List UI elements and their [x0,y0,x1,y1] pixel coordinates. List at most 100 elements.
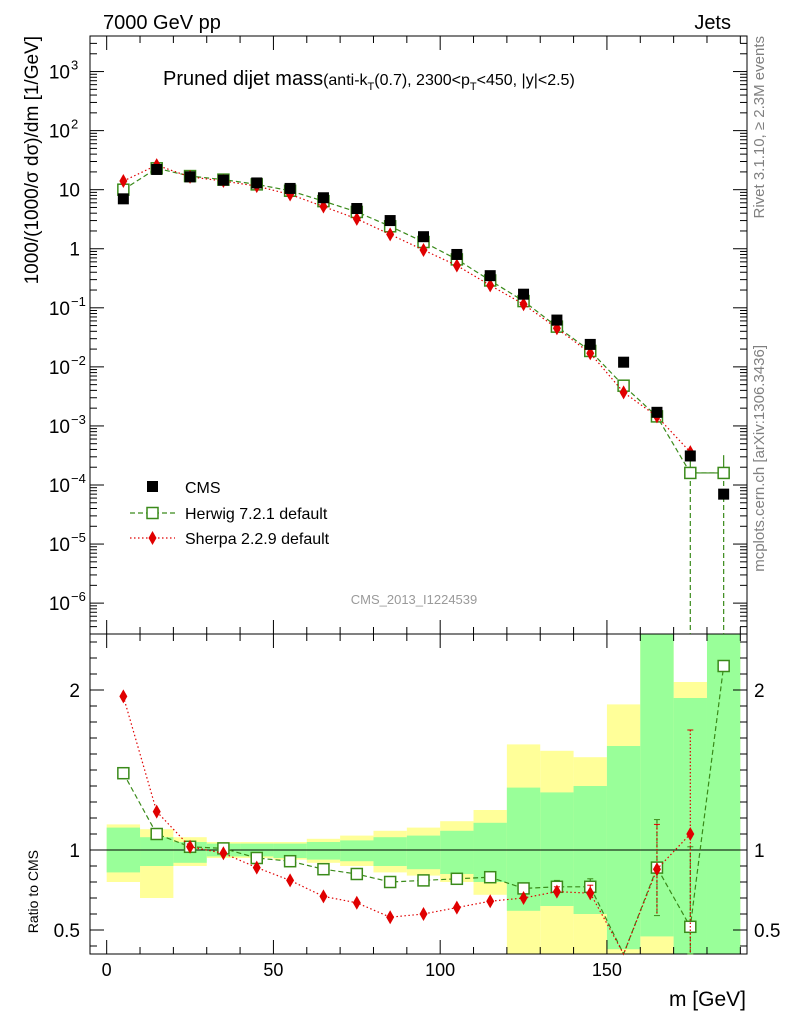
y-tick-exp-main: −2 [71,353,86,368]
sherpa-ratio-point [252,860,261,875]
cms-point [451,248,463,260]
herwig-line [123,167,724,474]
band-inner-bin [306,842,341,860]
sherpa-ratio-point [586,886,595,901]
cms-point [418,231,430,243]
y-axis-label-prefix: 1000/( [22,230,43,285]
header-left: 7000 GeV pp [103,12,221,34]
sherpa-ratio-point [552,884,561,899]
side-label-mcplots: mcplots.cern.ch [arXiv:1306.3436] [751,345,768,572]
series-layer [117,158,730,956]
cms-point [351,203,363,215]
herwig-ratio-point [283,854,297,868]
y-tick-label-ratio-right: 2 [754,681,765,702]
band-inner-bin [406,835,441,870]
sherpa-ratio-point [352,895,361,910]
y-tick-exp-main: −3 [71,412,86,427]
sherpa-ratio-point [219,846,228,861]
cms-point [618,356,630,368]
band-inner-bin [606,746,641,950]
legend: CMS Herwig 7.2.1 default Sherpa 2.2.9 de… [130,480,330,548]
legend-marker-sherpa [148,531,157,545]
y-tick-label-ratio: 2 [69,681,80,702]
sherpa-ratio-point [386,910,395,925]
sherpa-ratio-point [652,862,661,877]
cms-point [151,163,163,175]
title-sub: (anti-k [323,72,368,89]
sherpa-ratio-point [286,873,295,888]
sherpa-ratio-point [452,900,461,915]
side-label-rivet: Rivet 3.1.10, ≥ 2.3M events [751,36,768,219]
sherpa-point [386,227,395,242]
sherpa-ratio-point [319,889,328,904]
y-axis-label-rest: 1000/σ dσ)/dm [1/GeV] [22,36,43,231]
y-tick-label-main: 1 [69,240,80,261]
cms-point [551,314,563,326]
sherpa-ratio-point [519,891,528,905]
title-main: Pruned dijet mass [163,68,323,90]
cms-point [584,338,596,350]
sherpa-ratio-point [119,689,128,704]
herwig-point [684,466,697,480]
x-tick-label: 100 [425,960,455,980]
plot-title: Pruned dijet mass(anti-kT(0.7), 2300<pT<… [163,68,575,93]
legend-label-sherpa: Sherpa 2.2.9 default [185,531,330,548]
watermark: CMS_2013_I1224539 [351,592,478,607]
herwig-ratio-point [383,875,397,889]
y-tick-exp-main: −5 [71,530,86,545]
ratio-frame-rect [89,633,748,955]
band-inner-bin [273,843,307,858]
cms-point [718,488,730,500]
y-tick-label-ratio-right: 0.5 [754,921,780,942]
title-sub-t2: T [470,81,477,93]
cms-point [484,270,496,282]
sherpa-ratio-line [122,696,691,956]
y-axis-label-main: 1000/(1000/σ dσ)/dm [1/GeV] [22,36,43,284]
herwig-point [717,466,730,480]
y-tick-exp-main: −4 [71,471,86,486]
y-tick-label-main: 10 [49,122,70,143]
herwig-ratio-point [150,827,163,841]
y-tick-exp-main: −1 [71,294,86,309]
band-inner-bin [373,837,407,866]
band-inner-bin [440,830,474,874]
cms-point [651,406,663,418]
title-sub-t1: T [368,81,375,93]
sherpa-ratio-point [152,804,161,819]
y-tick-label-ratio: 0.5 [54,921,80,942]
ratio-bands [106,634,741,954]
title-sub-rest1: (0.7), 2300<p [374,72,470,89]
x-tick-label: 0 [102,960,112,980]
herwig-ratio-point [483,870,497,884]
herwig-ratio-point [717,659,730,673]
x-tick-label: 150 [592,960,622,980]
herwig-ratio-point [350,867,364,881]
sherpa-point [486,278,495,293]
y-axis-label-ratio: Ratio to CMS [25,850,41,933]
x-tick-label: 50 [263,960,283,980]
sherpa-point [119,174,128,189]
sherpa-point [519,297,528,312]
sherpa-line [123,164,691,453]
sherpa-point [419,243,428,258]
sherpa-point [452,258,461,273]
sherpa-ratio-point [419,907,428,921]
sherpa-point [619,385,628,400]
band-inner-bin [340,840,374,862]
sherpa-ratio-point [486,894,495,909]
y-tick-label-main: 10 [49,476,70,497]
legend-label-herwig: Herwig 7.2.1 default [185,506,328,523]
sherpa-point [352,211,361,226]
y-tick-label-main: 10 [49,299,70,320]
legend-marker-herwig [146,506,159,520]
cms-point [284,182,296,194]
y-tick-label-main: 10 [49,417,70,438]
ratio-plot-frame [89,633,748,955]
cms-point [518,288,530,300]
cms-point [184,171,196,183]
y-tick-label-main: 10 [59,181,80,202]
x-axis-label: m [GeV] [669,988,746,1011]
sherpa-ratio-point [186,839,195,854]
cms-point [251,177,263,189]
